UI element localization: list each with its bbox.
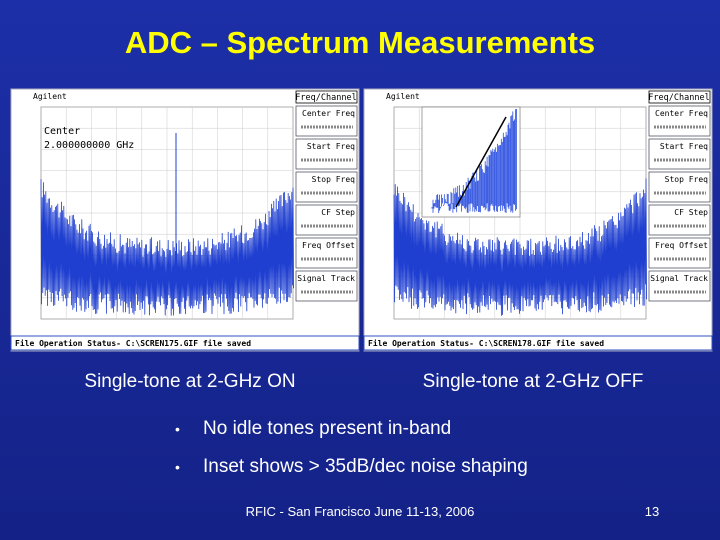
footer: RFIC - San Francisco June 11-13, 2006 — [246, 504, 475, 519]
page-number: 13 — [645, 504, 659, 519]
softkey-label: Stop Freq — [312, 175, 356, 184]
softkey — [648, 204, 711, 236]
status-text: File Operation Status- C:\SCREN178.GIF f… — [368, 338, 604, 348]
softkey-header-box — [295, 90, 358, 104]
softkey-label: Signal Track — [297, 274, 355, 283]
softkey-header: Freq/Channel — [295, 93, 356, 103]
softkey-label: Center Freq — [655, 109, 708, 118]
softkey-label: CF Step — [674, 208, 708, 217]
brand: Agilent — [33, 92, 67, 101]
softkey-header: Freq/Channel — [648, 93, 709, 103]
marker-value: 2.000000000 GHz — [44, 140, 134, 151]
status-bar — [363, 335, 713, 351]
inset-slope — [455, 116, 507, 208]
softkey-label: CF Step — [321, 208, 355, 217]
softkey — [295, 138, 358, 170]
softkey — [295, 204, 358, 236]
softkey-label: Stop Freq — [665, 175, 709, 184]
status-bar — [10, 335, 360, 351]
brand: Agilent — [386, 92, 420, 101]
spectrum-trace — [40, 179, 294, 316]
softkey — [648, 138, 711, 170]
inset — [421, 106, 521, 218]
softkey-label: Signal Track — [650, 274, 708, 283]
status-text: File Operation Status- C:\SCREN175.GIF f… — [15, 338, 251, 348]
softkey — [648, 270, 711, 302]
softkey — [295, 237, 358, 269]
softkey — [295, 105, 358, 137]
screens: Agilent Center 2.000000000 GHz Freq/Channel… — [10, 88, 713, 352]
softkey-label: Start Freq — [660, 142, 708, 151]
caption: Single-tone at 2-GHz ON — [84, 371, 295, 392]
softkey-label: Center Freq — [302, 109, 355, 118]
softkey-header-box — [648, 90, 711, 104]
softkey — [295, 270, 358, 302]
bullet-dot: • — [175, 421, 180, 437]
softkey-label: Start Freq — [307, 142, 355, 151]
softkey — [648, 171, 711, 203]
softkey — [295, 171, 358, 203]
softkey-label: Freq Offset — [655, 241, 708, 250]
caption: Single-tone at 2-GHz OFF — [423, 371, 644, 392]
spectrum-trace — [393, 178, 647, 316]
analyzer-screen: Agilent Freq/Channel Center Freq Start Freq… — [363, 88, 713, 352]
slide-title: ADC – Spectrum Measurements — [125, 25, 595, 60]
softkey-label: Freq Offset — [302, 241, 355, 250]
bullet: No idle tones present in-band — [203, 418, 451, 439]
bullet-dot: • — [175, 459, 180, 475]
softkey — [648, 105, 711, 137]
analyzer-screen: Agilent Center 2.000000000 GHz Freq/Channel… — [10, 88, 360, 352]
softkey — [648, 237, 711, 269]
bullet: Inset shows > 35dB/dec noise shaping — [203, 456, 528, 477]
marker-label: Center — [44, 126, 80, 137]
